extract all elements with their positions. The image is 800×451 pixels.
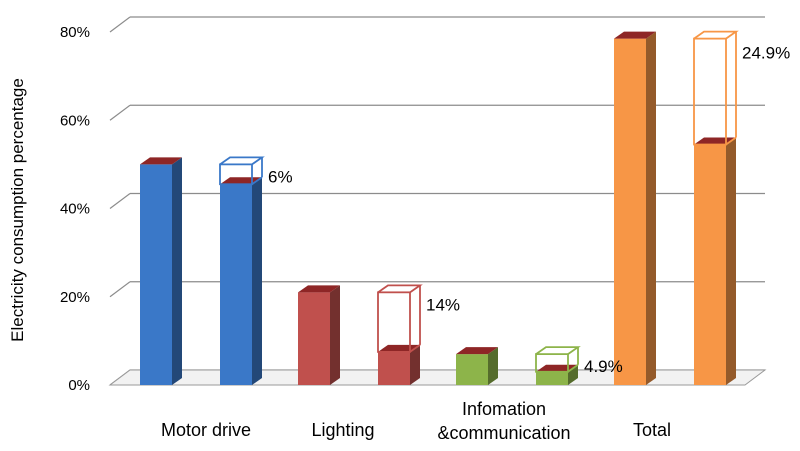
bar-before-1: [298, 285, 340, 385]
bar-after-1: [378, 344, 420, 385]
y-tick-label: 20%: [60, 289, 90, 306]
bar-reduction-1: [377, 284, 423, 353]
category-label: &communication: [437, 423, 570, 443]
y-tick-label: 40%: [60, 201, 90, 218]
gridline: [109, 104, 765, 121]
bar-reduction-3: [693, 30, 739, 146]
reduction-label: 6%: [268, 167, 293, 186]
category-label: Lighting: [311, 420, 374, 440]
chart-floor: [108, 369, 767, 386]
y-axis-ticks: 0% 20% 40% 60% 80%: [60, 24, 90, 394]
reduction-label: 14%: [426, 295, 460, 314]
bar-reduction-2: [535, 346, 581, 373]
bar-after-2: [536, 364, 578, 385]
reduction-label: 24.9%: [742, 44, 790, 63]
gridline: [109, 16, 765, 33]
category-label: Motor drive: [161, 420, 251, 440]
bar-before-2: [456, 347, 498, 385]
bar-before-3: [614, 31, 656, 386]
bar-before-0: [140, 157, 182, 385]
bar-after-3: [694, 137, 736, 385]
bar-after-0: [220, 177, 262, 385]
reduction-labels: 6% 14% 4.9% 24.9%: [268, 44, 790, 376]
category-labels: Motor drive Lighting Infomation&communicat…: [161, 399, 671, 443]
reduction-label: 4.9%: [584, 357, 623, 376]
y-tick-label: 80%: [60, 24, 90, 41]
y-tick-label: 60%: [60, 112, 90, 129]
category-label: Total: [633, 420, 671, 440]
gridlines: [109, 16, 765, 386]
gridline: [109, 192, 765, 209]
y-tick-label: 0%: [68, 377, 90, 394]
bar-reduction-0: [219, 156, 265, 186]
bars: [140, 30, 739, 386]
category-label: Infomation: [462, 399, 546, 419]
y-axis-label: Electricity consumption percentage: [8, 78, 27, 342]
